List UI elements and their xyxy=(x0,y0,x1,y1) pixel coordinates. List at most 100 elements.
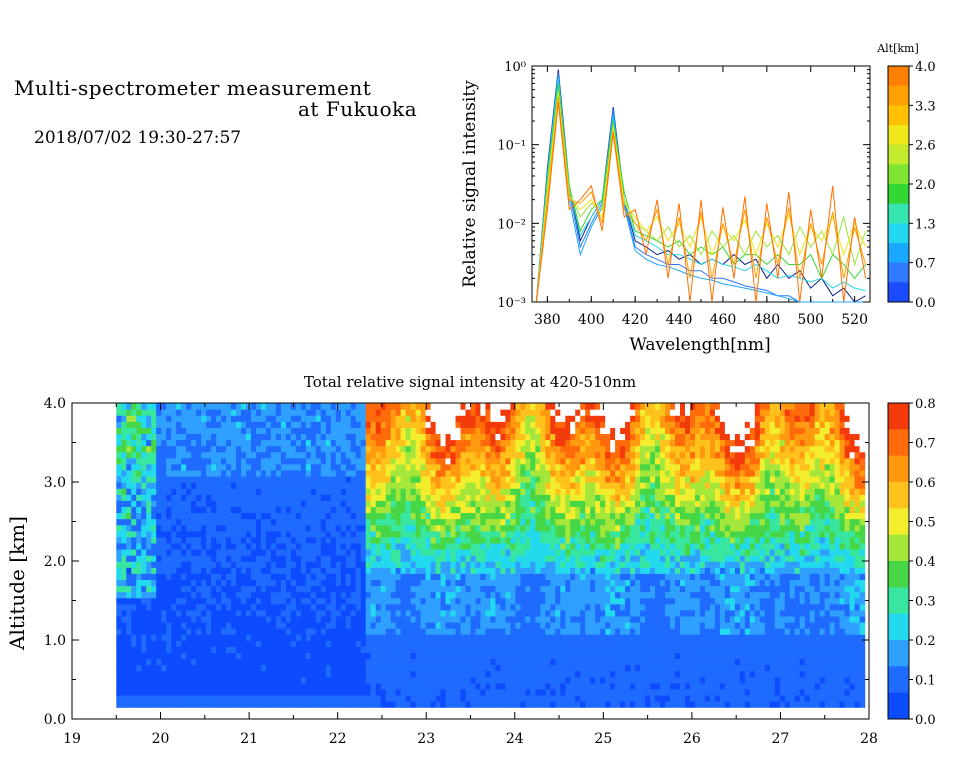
heatmap-cell xyxy=(480,524,486,532)
heatmap-cell xyxy=(280,445,287,453)
heatmap-cell xyxy=(126,652,132,660)
heatmap-cell xyxy=(141,609,147,617)
heatmap-cell xyxy=(126,536,132,544)
heatmap-cell xyxy=(320,579,327,587)
heatmap-cell xyxy=(156,628,162,635)
heatmap-cell xyxy=(395,664,402,672)
heatmap-cell xyxy=(231,427,237,434)
heatmap-cell xyxy=(385,640,392,647)
heatmap-cell xyxy=(560,512,566,520)
heatmap-cell xyxy=(525,439,531,447)
heatmap-cell xyxy=(325,646,332,653)
heatmap-cell xyxy=(121,664,127,672)
heatmap-cell xyxy=(270,561,277,568)
heatmap-cell xyxy=(275,603,282,611)
heatmap-cell xyxy=(360,652,367,660)
heatmap-cell xyxy=(265,403,272,410)
heatmap-cell xyxy=(470,615,477,623)
heatmap-cell xyxy=(580,682,586,690)
heatmap-cell xyxy=(505,585,511,593)
heatmap-cell xyxy=(141,652,147,660)
heatmap-cell xyxy=(136,415,142,422)
heatmap-cell xyxy=(445,676,452,684)
heatmap-cell xyxy=(270,658,277,666)
heatmap-cell xyxy=(310,469,317,477)
heatmap-cell xyxy=(280,573,287,580)
heatmap-cell xyxy=(171,433,177,441)
heatmap-cell xyxy=(495,433,501,441)
heatmap-cell xyxy=(485,482,491,489)
heatmap-cell xyxy=(460,439,467,447)
heatmap-cell xyxy=(570,421,576,428)
heatmap-cell xyxy=(201,439,207,447)
heatmap-cell xyxy=(196,695,202,702)
heatmap-cell xyxy=(415,609,422,617)
heatmap-cell xyxy=(520,561,526,568)
heatmap-cell xyxy=(355,634,362,641)
heatmap-cell xyxy=(290,555,297,562)
heatmap-cell xyxy=(510,433,516,441)
heatmap-cell xyxy=(176,403,182,410)
heatmap-cell xyxy=(275,622,282,629)
heatmap-cell xyxy=(246,451,252,459)
heatmap-cell xyxy=(495,640,501,647)
heatmap-cell xyxy=(121,469,127,477)
heatmap-cell xyxy=(251,500,257,507)
heatmap-cell xyxy=(380,609,387,617)
heatmap-cell xyxy=(540,585,546,593)
heatmap-cell xyxy=(560,609,566,617)
heatmap-cell xyxy=(505,561,511,568)
heatmap-cell xyxy=(181,634,187,641)
heatmap-cell xyxy=(425,457,432,465)
heatmap-cell xyxy=(400,634,407,641)
heatmap-cell xyxy=(285,585,292,593)
heatmap-cell xyxy=(400,579,407,587)
heatmap-cell xyxy=(595,549,601,556)
heatmap-cell xyxy=(166,585,172,593)
heatmap-cell xyxy=(415,603,422,611)
heatmap-cell xyxy=(315,603,322,611)
heatmap-cell xyxy=(445,415,452,422)
heatmap-cell xyxy=(395,427,402,434)
heatmap-cell xyxy=(570,536,576,544)
heatmap-cell xyxy=(176,634,182,641)
heatmap-cell xyxy=(126,415,132,422)
heatmap-cell xyxy=(201,646,207,653)
heatmap-cell xyxy=(550,530,556,538)
heatmap-cell xyxy=(345,603,352,611)
heatmap-cell xyxy=(425,494,432,501)
heatmap-cell xyxy=(231,500,237,507)
heatmap-cell xyxy=(380,676,387,684)
heatmap-cell xyxy=(450,476,457,483)
heatmap-cell xyxy=(570,482,576,489)
heatmap-cell xyxy=(440,652,447,660)
heatmap-cell xyxy=(405,567,412,574)
heatmap-cell xyxy=(590,542,596,550)
heatmap-cell xyxy=(510,500,516,507)
heatmap-cell xyxy=(226,524,232,532)
heatmap-cell xyxy=(151,536,157,544)
heatmap-cell xyxy=(265,549,272,556)
heatmap-cell xyxy=(475,701,482,708)
heatmap-cell xyxy=(171,579,177,587)
heatmap-cell xyxy=(405,579,412,587)
heatmap-cell xyxy=(595,628,601,635)
heatmap-cell xyxy=(161,646,167,653)
heatmap-cell xyxy=(171,561,177,568)
heatmap-cell xyxy=(545,457,551,465)
heatmap-cell xyxy=(385,603,392,611)
heatmap-cell xyxy=(315,549,322,556)
heatmap-cell xyxy=(445,567,452,574)
heatmap-cell xyxy=(375,555,382,562)
heatmap-cell xyxy=(181,445,187,453)
heatmap-cell xyxy=(131,652,137,660)
heatmap-cell xyxy=(385,409,392,416)
heatmap-cell xyxy=(575,609,581,617)
heatmap-cell xyxy=(575,506,581,514)
heatmap-cell xyxy=(380,701,387,708)
heatmap-cell xyxy=(535,555,541,562)
heatmap-cell xyxy=(515,615,521,623)
heatmap-cell xyxy=(236,579,242,587)
heatmap-cell xyxy=(275,476,282,483)
heatmap-cell xyxy=(211,579,217,587)
